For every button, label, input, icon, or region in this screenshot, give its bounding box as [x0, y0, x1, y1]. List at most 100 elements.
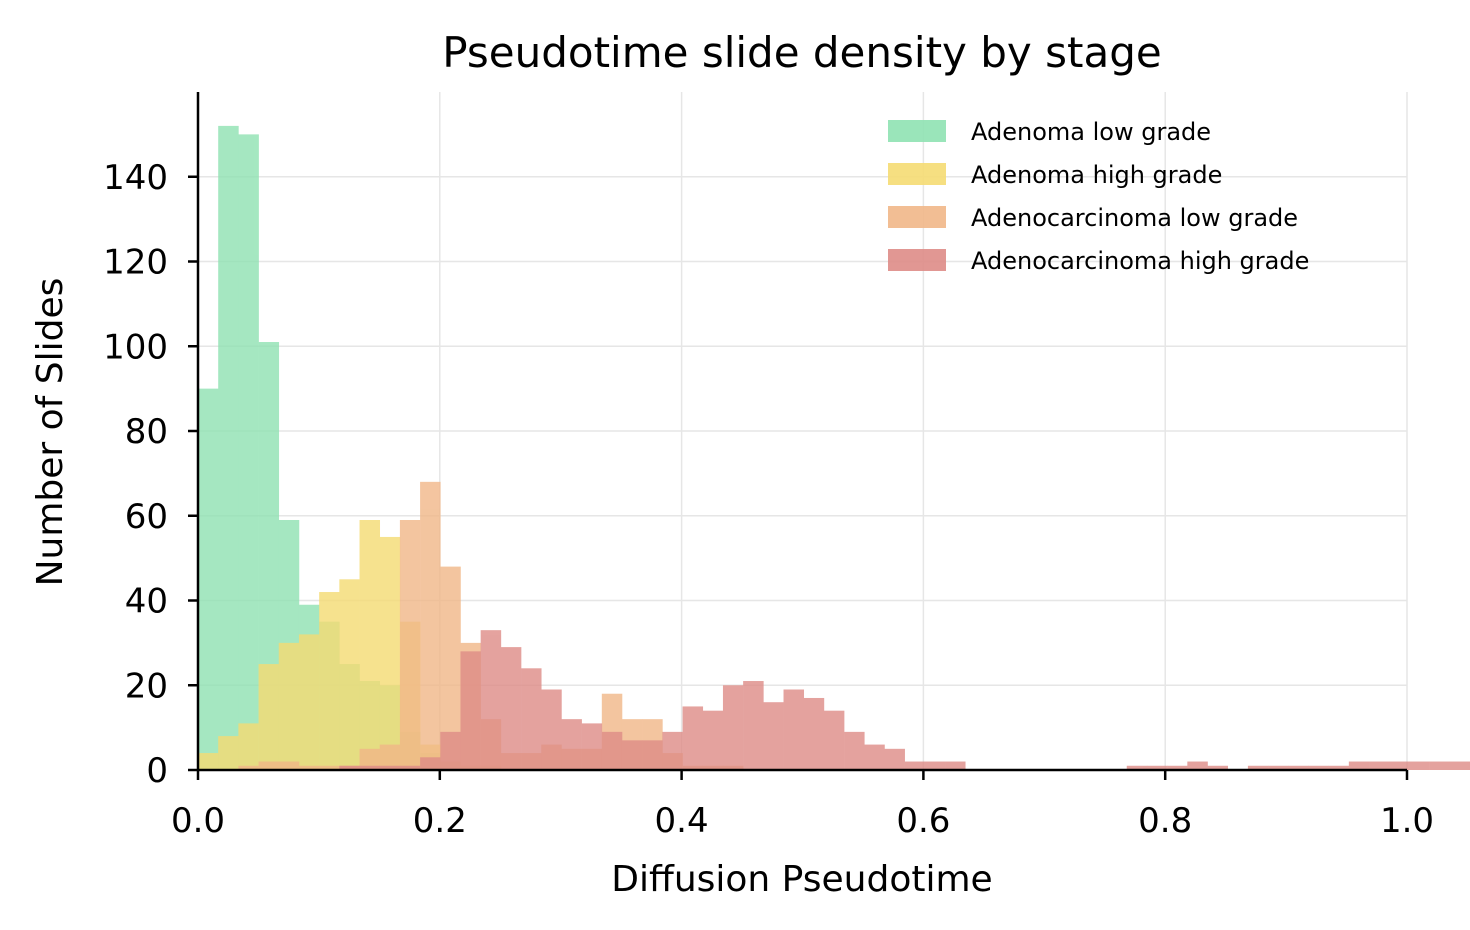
- bar: [198, 388, 219, 770]
- bar: [359, 519, 381, 770]
- bar: [1449, 761, 1470, 770]
- bar: [258, 342, 280, 770]
- bar: [1328, 765, 1350, 770]
- bar: [743, 681, 764, 770]
- bar: [924, 761, 946, 770]
- chart-title: Pseudotime slide density by stage: [442, 28, 1161, 77]
- bar: [218, 736, 239, 770]
- bar: [218, 125, 239, 770]
- bar: [642, 740, 663, 770]
- bar: [298, 765, 320, 770]
- x-tick-label: 0.8: [1138, 801, 1192, 841]
- legend-label: Adenoma low grade: [971, 118, 1211, 146]
- bar: [399, 765, 421, 770]
- bar: [319, 592, 340, 770]
- bar: [803, 697, 825, 770]
- bar: [298, 634, 320, 770]
- bar: [379, 765, 401, 770]
- y-tick-label: 40: [125, 582, 168, 622]
- bar: [1348, 761, 1370, 770]
- bar: [1288, 765, 1309, 770]
- bar: [359, 765, 381, 770]
- bar: [1429, 761, 1451, 770]
- x-tick-label: 0.4: [655, 801, 709, 841]
- bar: [783, 689, 805, 770]
- bar: [420, 757, 441, 770]
- bar: [864, 744, 885, 770]
- x-tick-label: 1.0: [1380, 801, 1434, 841]
- bar: [198, 753, 219, 770]
- y-tick-label: 60: [125, 497, 168, 537]
- bar: [722, 685, 744, 770]
- bar: [258, 664, 280, 770]
- bar: [460, 651, 481, 770]
- bar: [541, 689, 562, 770]
- bar: [1247, 765, 1269, 770]
- series-3-bars: [339, 630, 1470, 770]
- bar: [945, 761, 966, 770]
- legend-swatch: [888, 120, 946, 142]
- bar: [440, 731, 461, 770]
- legend-label: Adenocarcinoma high grade: [971, 247, 1309, 275]
- bar: [420, 481, 441, 770]
- bar: [379, 744, 401, 770]
- bar: [319, 765, 340, 770]
- bar: [440, 566, 461, 770]
- bar: [238, 723, 259, 770]
- bar: [884, 748, 905, 770]
- y-axis-label: Number of Slides: [30, 278, 71, 587]
- bar: [1187, 761, 1208, 770]
- bar: [1146, 765, 1168, 770]
- legend-swatch: [888, 163, 946, 185]
- bar: [379, 536, 401, 770]
- legend-swatch: [888, 206, 946, 228]
- bar: [339, 765, 360, 770]
- bar: [359, 748, 381, 770]
- axes: 0.0 0.2 0.4 0.6 0.8 1.0 0 20 40 60 80 100 120 140: [103, 92, 1434, 841]
- legend-swatch: [888, 249, 946, 271]
- series-1-bars: [198, 519, 502, 770]
- bar: [1126, 765, 1148, 770]
- bar: [581, 723, 603, 770]
- bar: [904, 761, 926, 770]
- bar: [521, 668, 542, 770]
- bar: [601, 731, 623, 770]
- y-tick-label: 140: [103, 158, 168, 198]
- bar: [1409, 761, 1430, 770]
- x-tick-label: 0.0: [171, 801, 225, 841]
- bar: [500, 647, 522, 770]
- x-axis-label: Diffusion Pseudotime: [611, 859, 992, 900]
- x-tick-label: 0.6: [896, 801, 950, 841]
- bar: [1369, 761, 1390, 770]
- y-tick-label: 100: [103, 327, 168, 367]
- grid-lines: [197, 92, 1408, 771]
- bar: [238, 765, 259, 770]
- bar: [823, 710, 845, 770]
- bar: [339, 579, 360, 770]
- bar: [1268, 765, 1289, 770]
- histogram-bars: [198, 125, 1470, 770]
- bar: [621, 740, 643, 770]
- bar: [844, 731, 865, 770]
- bar: [1207, 765, 1229, 770]
- legend-label: Adenoma high grade: [971, 161, 1222, 189]
- bar: [561, 719, 582, 770]
- bar: [278, 761, 300, 770]
- y-tick-label: 80: [125, 412, 168, 452]
- legend-label: Adenocarcinoma low grade: [971, 204, 1298, 232]
- bar: [1389, 761, 1410, 770]
- bar: [662, 731, 683, 770]
- bar: [258, 761, 280, 770]
- bar: [1308, 765, 1329, 770]
- y-tick-label: 20: [125, 666, 168, 706]
- bar: [480, 630, 502, 770]
- bar: [238, 134, 259, 770]
- bar: [763, 702, 784, 770]
- bar: [399, 519, 421, 770]
- y-tick-label: 0: [146, 751, 168, 791]
- bar: [682, 706, 704, 770]
- bar: [278, 642, 300, 770]
- bar: [1167, 765, 1188, 770]
- legend: Adenoma low grade Adenoma high grade Adeno…: [888, 118, 1309, 275]
